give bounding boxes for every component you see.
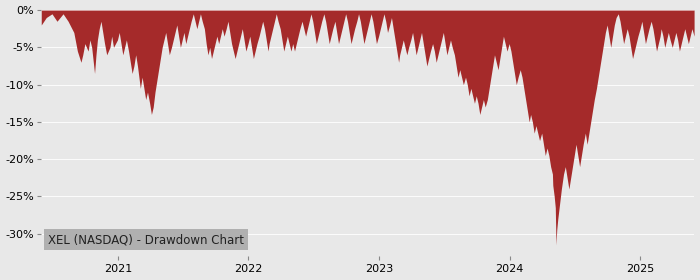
Text: XEL (NASDAQ) - Drawdown Chart: XEL (NASDAQ) - Drawdown Chart [48,233,244,246]
